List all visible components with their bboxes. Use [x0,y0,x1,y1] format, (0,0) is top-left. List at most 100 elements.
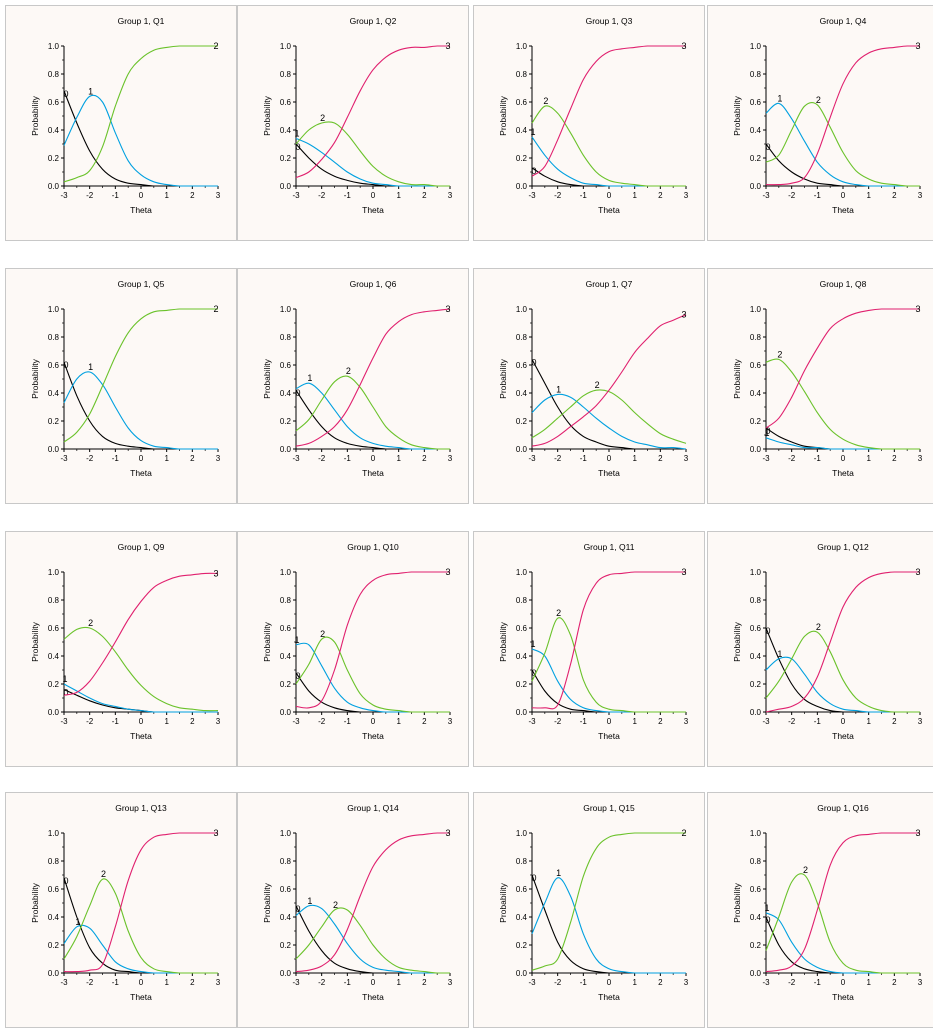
series-label-3: 3 [213,568,218,578]
chart-title: Group 1, Q5 [118,279,165,289]
series-label-2: 2 [320,113,325,123]
series-label-2: 2 [88,618,93,628]
series-line-0 [531,874,686,974]
x-tick-label: 2 [658,717,663,726]
y-tick-label: 0.2 [48,417,60,426]
series-label-3: 3 [915,41,920,51]
series-label-2: 2 [333,900,338,910]
y-tick-label: 0.4 [750,652,762,661]
y-tick-label: 0.0 [280,182,292,191]
chart-title: Group 1, Q14 [347,803,399,813]
series-label-0: 0 [765,142,770,152]
y-tick-label: 0.4 [280,126,292,135]
y-tick-label: 1.0 [750,829,762,838]
x-tick-label: 2 [892,978,897,987]
x-tick-label: -1 [344,717,352,726]
chart-panel: Group 1, Q14 0.0 0.2 0.4 0.6 0.8 1.0 -3 -2 -1 0 1 2 3… [237,792,469,1028]
chart-panel: Group 1, Q16 0.0 0.2 0.4 0.6 0.8 1.0 -3 -2 -1 0 1 2 3… [707,792,933,1028]
x-tick-label: -3 [762,717,770,726]
series-line-0 [295,672,450,713]
series-label-1: 1 [88,86,93,96]
y-tick-label: 0.2 [750,154,762,163]
x-tick-label: 3 [216,978,221,987]
series-line-2 [531,617,686,713]
x-tick-label: 3 [448,454,453,463]
y-tick-label: 0.0 [750,708,762,717]
x-tick-label: 3 [918,191,923,200]
series-line-3 [531,571,686,710]
y-tick-label: 0.4 [516,913,528,922]
x-tick-label: 3 [684,191,689,200]
series-label-1: 1 [764,903,769,913]
series-line-1 [531,648,686,713]
y-tick-label: 0.6 [48,98,60,107]
series-line-1 [295,904,450,974]
y-tick-label: 1.0 [280,42,292,51]
series-label-3: 3 [681,567,686,577]
series-line-3 [765,571,920,713]
x-tick-label: -1 [344,454,352,463]
x-tick-label: -1 [112,978,120,987]
series-label-0: 0 [295,142,300,152]
chart-svg: Group 1, Q60.00.20.40.60.81.0-3 -2 -1 0 1 2 3T… [262,279,453,478]
series-label-0: 0 [531,166,536,176]
x-tick-label: 1 [632,978,637,987]
chart-panel: Group 1, Q7 0.0 0.2 0.4 0.6 0.8 1.0 -3 -2 -1 0 1 2 3 T… [473,268,705,504]
y-tick-label: 0.2 [516,417,528,426]
y-tick-label: 0.6 [280,98,292,107]
chart-panel: Group 1, Q9 0.0 0.2 0.4 0.6 0.8 1.0 -3 -2 -1 0 1 2 3 T… [5,531,237,767]
x-tick-label: 2 [422,191,427,200]
x-tick-label: 1 [866,717,871,726]
series-label-2: 2 [556,608,561,618]
x-tick-label: 0 [841,454,846,463]
y-tick-label: 0.2 [48,680,60,689]
chart-panel: Group 1, Q3 0.0 0.2 0.4 0.6 0.8 1.0 -3 -2 -1 0 1 2 3 T… [473,5,705,241]
series-line-2 [63,626,219,712]
chart-title: Group 1, Q3 [586,16,633,26]
y-tick-label: 0.6 [516,624,528,633]
y-tick-label: 0.8 [280,596,292,605]
series-line-0 [531,167,686,187]
y-tick-label: 0.0 [750,445,762,454]
y-tick-label: 0.2 [750,941,762,950]
x-tick-label: -2 [554,717,562,726]
y-tick-label: 0.6 [280,361,292,370]
x-tick-label: -2 [86,717,94,726]
x-tick-label: -2 [86,454,94,463]
x-tick-label: -3 [528,717,536,726]
x-tick-label: -3 [60,191,68,200]
y-axis-label: Probability [498,358,508,398]
x-tick-label: 3 [684,454,689,463]
x-tick-label: -2 [554,191,562,200]
series-line-0 [295,389,450,450]
y-tick-label: 1.0 [516,42,528,51]
series-label-2: 2 [101,869,106,879]
y-tick-label: 0.6 [48,624,60,633]
chart-panel: Group 1, Q12 0.0 0.2 0.4 0.6 0.8 1.0 -3 -2 -1 0 1 2 3… [707,531,933,767]
series-line-2 [531,389,687,444]
chart-title: Group 1, Q16 [817,803,869,813]
chart-svg: Group 1, Q11 0.0 0.2 0.4 0.6 0.8 1.0 -3 -2 -1 0 1 2 3… [498,542,689,741]
y-tick-label: 0.4 [280,913,292,922]
x-tick-label: -2 [788,191,796,200]
x-tick-label: 3 [216,191,221,200]
y-tick-label: 0.4 [280,389,292,398]
chart-panel: Group 1, Q8 0.0 0.2 0.4 0.6 0.8 1.0 -3 -2 -1 0 1 2 3 T… [707,268,933,504]
series-label-2: 2 [543,96,548,106]
y-tick-label: 0.4 [48,652,60,661]
x-tick-label: 3 [216,454,221,463]
series-label-2: 2 [681,828,686,838]
x-tick-label: -3 [292,717,300,726]
series-label-1: 1 [307,896,312,906]
series-line-2 [295,121,450,187]
series-line-3 [765,832,920,973]
series-label-2: 2 [320,629,325,639]
y-tick-label: 0.8 [280,70,292,79]
series-line-2 [63,878,218,974]
y-tick-label: 0.6 [516,98,528,107]
series-label-1: 1 [294,635,299,645]
x-tick-label: 2 [190,454,195,463]
x-tick-label: -1 [112,717,120,726]
series-line-2 [531,105,686,187]
series-label-2: 2 [213,304,218,314]
